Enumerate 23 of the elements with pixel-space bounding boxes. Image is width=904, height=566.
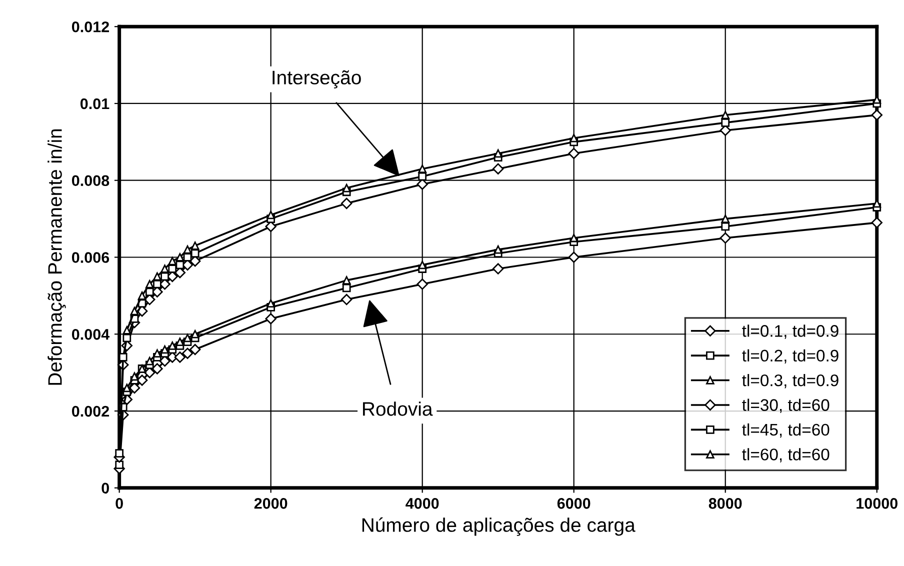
x-tick-label: 0 [116, 498, 123, 509]
annotation: Interseção [272, 70, 361, 88]
legend-label: tl=30, td=60 [742, 398, 830, 413]
legend-label: tl=0.2, td=0.9 [742, 349, 838, 364]
x-axis-title: Número de aplicações de carga [362, 517, 636, 536]
y-tick-label: 0.012 [72, 21, 109, 32]
y-tick-label: 0.004 [72, 328, 110, 340]
x-tick-label: 10000 [856, 498, 898, 509]
legend-label: tl=45, td=60 [742, 423, 830, 438]
annotation: Rodovia [363, 402, 433, 416]
y-tick-label: 0.008 [72, 175, 110, 186]
legend-label: tl=0.3, td=0.9 [742, 374, 838, 388]
x-tick-label: 8000 [708, 498, 742, 509]
y-tick-label: 0.006 [72, 252, 110, 263]
x-tick-label: 6000 [557, 498, 590, 509]
y-tick-label: 0.002 [72, 406, 109, 417]
legend-label: tl=60, td=60 [742, 448, 830, 462]
legend-label: tl=0.1, td=0.9 [742, 324, 838, 339]
x-tick-label: 2000 [254, 498, 288, 509]
y-tick-label: 0.01 [80, 98, 110, 110]
x-tick-label: 4000 [406, 498, 439, 509]
y-tick-label: 0 [102, 482, 109, 494]
y-axis-title: Deformação Permanente in/in [48, 129, 66, 385]
